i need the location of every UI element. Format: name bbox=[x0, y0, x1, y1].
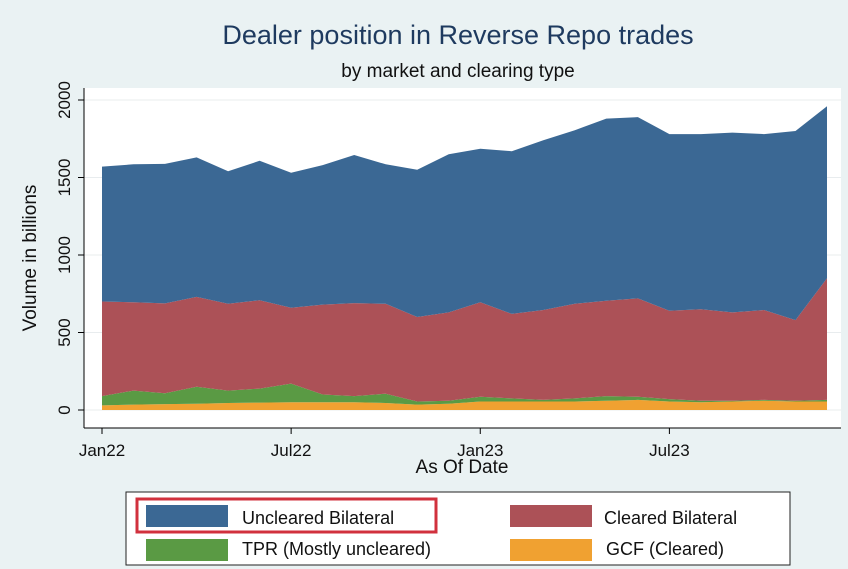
x-tick-label: Jul22 bbox=[271, 441, 312, 460]
legend-key-gcf-cleared bbox=[510, 539, 592, 561]
legend-label-gcf-cleared: GCF (Cleared) bbox=[606, 539, 724, 559]
legend-label-uncleared-bilateral: Uncleared Bilateral bbox=[242, 508, 394, 528]
y-axis-ticks: 0 500 1000 1500 2000 bbox=[55, 81, 84, 415]
y-tick-label: 1000 bbox=[55, 236, 74, 274]
y-tick-label: 500 bbox=[55, 318, 74, 346]
y-tick-label: 1500 bbox=[55, 159, 74, 197]
y-tick-label: 2000 bbox=[55, 81, 74, 119]
x-tick-label: Jul23 bbox=[649, 441, 690, 460]
x-axis-ticks: Jan22 Jul22 Jan23 Jul23 bbox=[79, 428, 690, 460]
y-axis-label: Volume in billions bbox=[20, 185, 41, 332]
legend-label-tpr-mostly-uncleared: TPR (Mostly uncleared) bbox=[242, 539, 431, 559]
legend-highlight-box bbox=[135, 497, 438, 534]
x-tick-label: Jan23 bbox=[457, 441, 503, 460]
area-tpr-mostly-uncleared bbox=[102, 383, 827, 406]
legend: Uncleared Bilateral Cleared Bilateral TPR … bbox=[135, 497, 737, 561]
x-tick-label: Jan22 bbox=[79, 441, 125, 460]
area-gcf-cleared bbox=[102, 399, 827, 410]
stacked-areas bbox=[102, 106, 827, 410]
area-uncleared-bilateral bbox=[102, 106, 827, 321]
x-axis-label: As Of Date bbox=[416, 457, 509, 478]
legend-label-cleared-bilateral: Cleared Bilateral bbox=[604, 508, 737, 528]
legend-box bbox=[125, 491, 791, 566]
chart-title: Dealer position in Reverse Repo trades bbox=[222, 20, 693, 50]
legend-key-uncleared-bilateral bbox=[146, 505, 228, 527]
legend-key-cleared-bilateral bbox=[510, 505, 592, 527]
chart-subtitle: by market and clearing type bbox=[341, 61, 574, 82]
y-tick-label: 0 bbox=[55, 405, 74, 414]
area-cleared-bilateral bbox=[102, 278, 827, 402]
legend-key-tpr-mostly-uncleared bbox=[146, 539, 228, 561]
